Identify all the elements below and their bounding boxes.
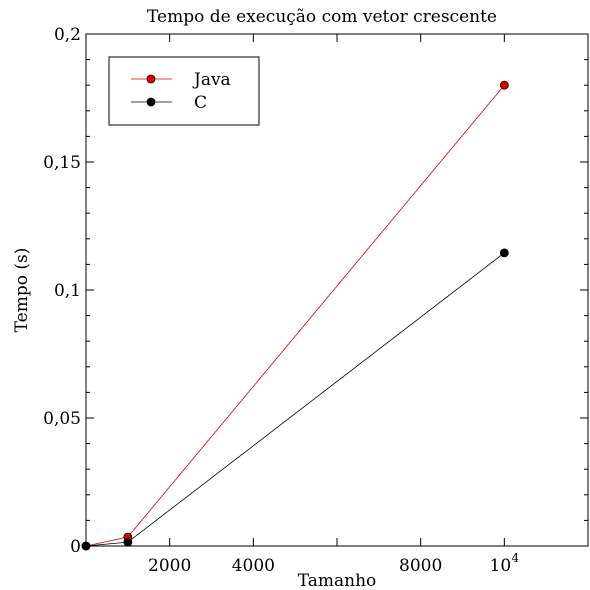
x-tick-label: 2000	[148, 556, 191, 576]
x-tick-label: 8000	[399, 556, 442, 576]
series-layer	[81, 80, 509, 551]
y-axis-label: Tempo (s)	[12, 248, 32, 333]
x-axis-label: Tamanho	[298, 571, 377, 590]
legend-box	[108, 56, 260, 126]
y-axis-ticks: 0 0,05 0,1 0,15 0,2	[43, 25, 588, 557]
y-tick-label: 0,15	[43, 153, 81, 173]
y-tick-label: 0	[70, 537, 81, 557]
series-line-java	[85, 84, 505, 547]
chart-title: Tempo de execução com vetor crescente	[147, 7, 497, 27]
legend-marker-java	[146, 74, 156, 84]
data-point-c	[499, 248, 509, 258]
y-tick-label: 0,05	[43, 409, 81, 429]
legend-label-java: Java	[192, 70, 231, 90]
legend-marker-c	[146, 97, 156, 107]
x-tick-exponent: 4	[512, 551, 520, 565]
data-point-java	[499, 80, 509, 90]
y-tick-label: 0,1	[54, 281, 81, 301]
legend-label-c: C	[194, 93, 207, 113]
y-tick-label: 0,2	[54, 25, 81, 45]
series-line-c	[85, 252, 505, 547]
data-point-c	[81, 541, 91, 551]
data-point-c	[123, 537, 133, 547]
x-axis-ticks: 2000 4000 8000 410	[148, 34, 589, 576]
x-tick-label: 4000	[232, 556, 275, 576]
legend: Java C	[108, 56, 260, 126]
x-tick-label: 10	[490, 556, 512, 576]
